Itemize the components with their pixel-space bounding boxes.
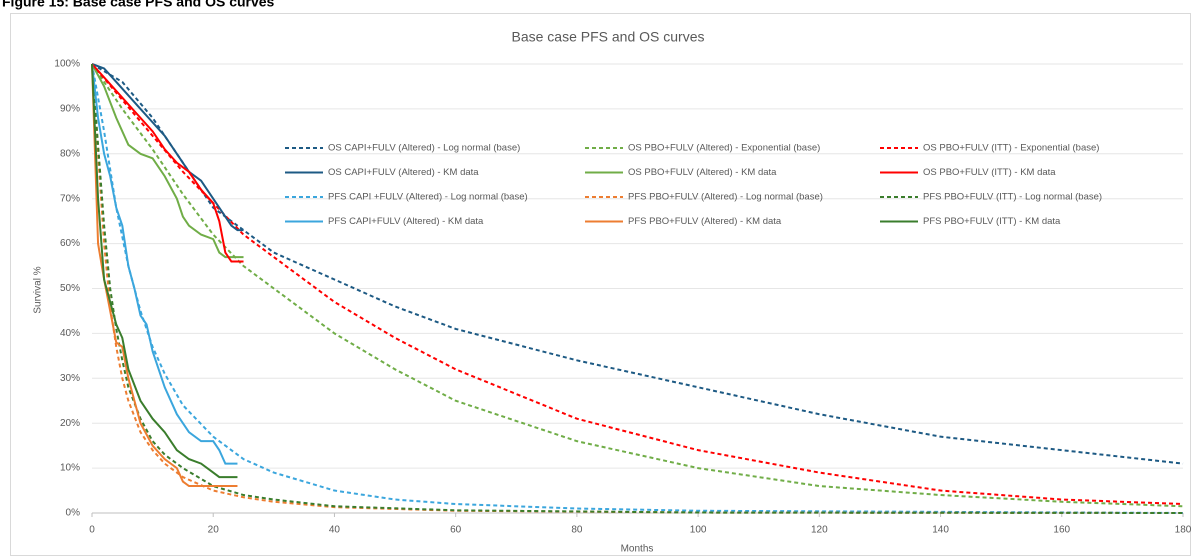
x-tick-label: 0 <box>89 525 95 536</box>
y-tick-label: 100% <box>54 59 80 70</box>
x-tick-label: 120 <box>811 525 828 536</box>
series-line <box>91 63 238 488</box>
x-tick-label: 20 <box>208 525 220 536</box>
series-line <box>91 63 238 465</box>
y-tick-label: 90% <box>60 104 80 115</box>
legend-label: PFS PBO+FULV (Altered) - KM data <box>628 216 782 227</box>
y-tick-label: 0% <box>66 508 81 519</box>
x-tick-label: 140 <box>932 525 949 536</box>
series-line <box>91 63 1184 508</box>
y-tick-label: 30% <box>60 373 80 384</box>
series-line <box>91 63 244 259</box>
x-tick-label: 80 <box>571 525 583 536</box>
legend-label: PFS CAPI+FULV (Altered) - KM data <box>328 216 484 227</box>
legend-label: PFS PBO+FULV (ITT) - KM data <box>923 216 1061 227</box>
series-line <box>91 63 244 232</box>
y-tick-label: 40% <box>60 328 80 339</box>
legend-label: PFS CAPI +FULV (Altered) - Log normal (b… <box>328 192 528 203</box>
chart-border <box>10 13 1191 556</box>
legend-label: OS CAPI+FULV (Altered) - KM data <box>328 167 479 178</box>
y-tick-label: 50% <box>60 283 80 294</box>
x-axis-label: Months <box>621 544 654 555</box>
y-tick-label: 10% <box>60 463 80 474</box>
x-tick-label: 100 <box>690 525 707 536</box>
series-line <box>91 63 1184 514</box>
series-line <box>91 63 1184 514</box>
y-tick-label: 60% <box>60 238 80 249</box>
x-tick-label: 180 <box>1175 525 1192 536</box>
x-tick-label: 40 <box>329 525 341 536</box>
legend-label: PFS PBO+FULV (ITT) - Log normal (base) <box>923 192 1102 203</box>
x-tick-label: 60 <box>450 525 462 536</box>
series-line <box>91 63 1184 465</box>
series-line <box>91 63 1184 506</box>
legend-label: OS PBO+FULV (Altered) - Exponential (bas… <box>628 143 820 154</box>
y-tick-label: 20% <box>60 418 80 429</box>
legend-label: OS PBO+FULV (ITT) - KM data <box>923 167 1056 178</box>
legend-label: PFS PBO+FULV (Altered) - Log normal (bas… <box>628 192 823 203</box>
chart-title: Base case PFS and OS curves <box>512 29 705 45</box>
series-line <box>91 63 244 263</box>
legend-label: OS PBO+FULV (Altered) - KM data <box>628 167 777 178</box>
x-tick-label: 160 <box>1053 525 1070 536</box>
figure-caption: Figure 15: Base case PFS and OS curves <box>2 0 275 10</box>
y-tick-label: 80% <box>60 148 80 159</box>
legend-label: OS CAPI+FULV (Altered) - Log normal (bas… <box>328 143 520 154</box>
legend-label: OS PBO+FULV (ITT) - Exponential (base) <box>923 143 1099 154</box>
series-line <box>91 63 238 479</box>
y-tick-label: 70% <box>60 193 80 204</box>
y-axis-label: Survival % <box>33 266 44 313</box>
